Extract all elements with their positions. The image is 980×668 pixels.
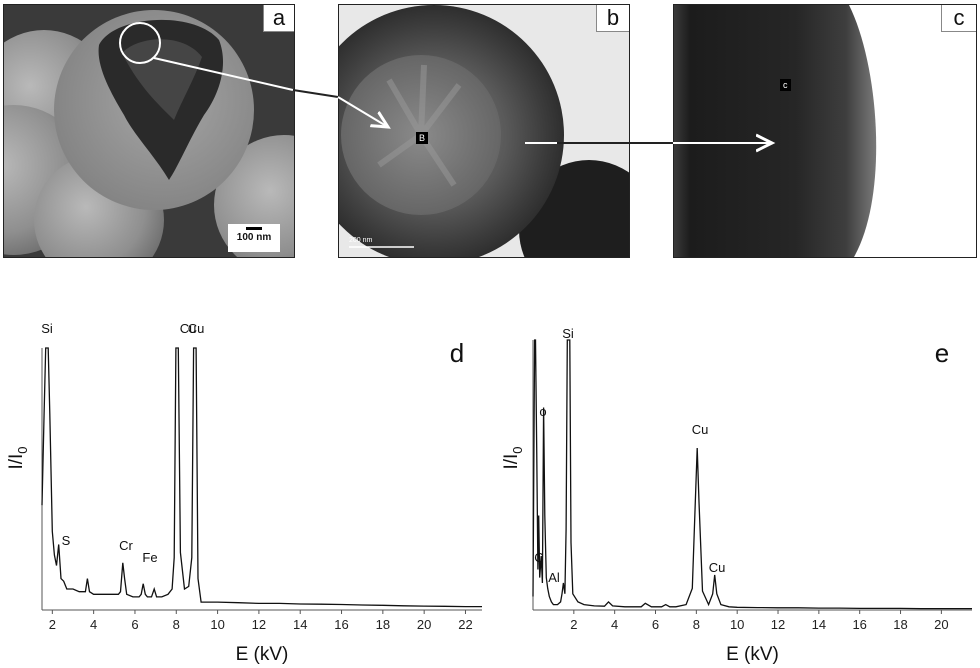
peak-label: Fe [142, 550, 157, 565]
x-tick-label: 8 [173, 617, 180, 632]
peak-label: Cr [119, 538, 133, 553]
x-tick-label: 6 [131, 617, 138, 632]
x-tick-label: 10 [730, 617, 744, 632]
x-tick-label: 4 [611, 617, 618, 632]
x-axis-label: E (kV) [236, 644, 289, 665]
peak-label: S [62, 533, 71, 548]
point-label-c: c [780, 79, 791, 91]
x-tick-label: 4 [90, 617, 97, 632]
eds-spectrum-d: 2 4 6 8 10 12 14 16 18 20 22 Si S Cr Fe Cu Cu E (kV) I/I0 d [0, 300, 495, 668]
scale-bar-label: 100 nm [236, 232, 272, 243]
scale-bar-a: 100 nm [228, 224, 280, 252]
tem-closeup-image [674, 5, 976, 257]
spectrum-panel-label: d [450, 338, 464, 368]
panel-label-b: b [596, 5, 629, 32]
spectrum-panel-label: e [935, 338, 949, 368]
peak-label: Cu [180, 321, 197, 336]
x-tick-label: 12 [252, 617, 266, 632]
svg-text:I/I0: I/I0 [6, 446, 30, 469]
x-tick-label: 22 [458, 617, 472, 632]
sem-image [4, 5, 294, 257]
scale-bar-b-label: 200 nm [349, 237, 373, 244]
peak-label: Cu [692, 422, 709, 437]
x-tick-label: 8 [693, 617, 700, 632]
spectrum-e-plot: 2 4 6 8 10 12 14 16 18 20 Co Al Si Cu Cu E (kV) I/I0 e [501, 326, 972, 665]
x-tick-label: 2 [49, 617, 56, 632]
x-tick-label: 12 [771, 617, 785, 632]
tem-panel-b: b 200 nm B [338, 4, 630, 258]
svg-text:I/I0: I/I0 [501, 446, 525, 469]
x-tick-label: 10 [210, 617, 224, 632]
point-label-b: B [416, 132, 429, 144]
x-tick-label: 20 [934, 617, 948, 632]
x-tick-label: 6 [652, 617, 659, 632]
x-tick-label: 18 [893, 617, 907, 632]
spectrum-line [41, 347, 482, 608]
panel-label-c: c [941, 5, 976, 32]
sem-panel-a: a 100 nm [3, 4, 295, 258]
panel-label-a: a [263, 5, 294, 32]
scale-bar-line [246, 227, 262, 230]
x-tick-label: 16 [334, 617, 348, 632]
peak-label: o [539, 404, 546, 419]
peak-label: Cu [188, 321, 205, 336]
y-axis-label: I/I0 [6, 446, 30, 469]
y-axis-label: I/I0 [501, 446, 525, 469]
x-tick-label: 16 [852, 617, 866, 632]
x-axis-label: E (kV) [726, 644, 779, 665]
peak-label: Si [562, 326, 574, 341]
peak-label: Si [41, 321, 53, 336]
tem-panel-c: c c [673, 4, 977, 258]
peak-label: C [534, 550, 543, 565]
x-tick-label: 18 [376, 617, 390, 632]
peak-label: Cu [709, 560, 726, 575]
spectrum-line [532, 339, 972, 610]
peak-label: Al [548, 570, 560, 585]
x-tick-label: 2 [570, 617, 577, 632]
x-tick-label: 20 [417, 617, 431, 632]
tem-image [339, 5, 629, 257]
x-tick-label: 14 [812, 617, 826, 632]
x-tick-label: 14 [293, 617, 307, 632]
